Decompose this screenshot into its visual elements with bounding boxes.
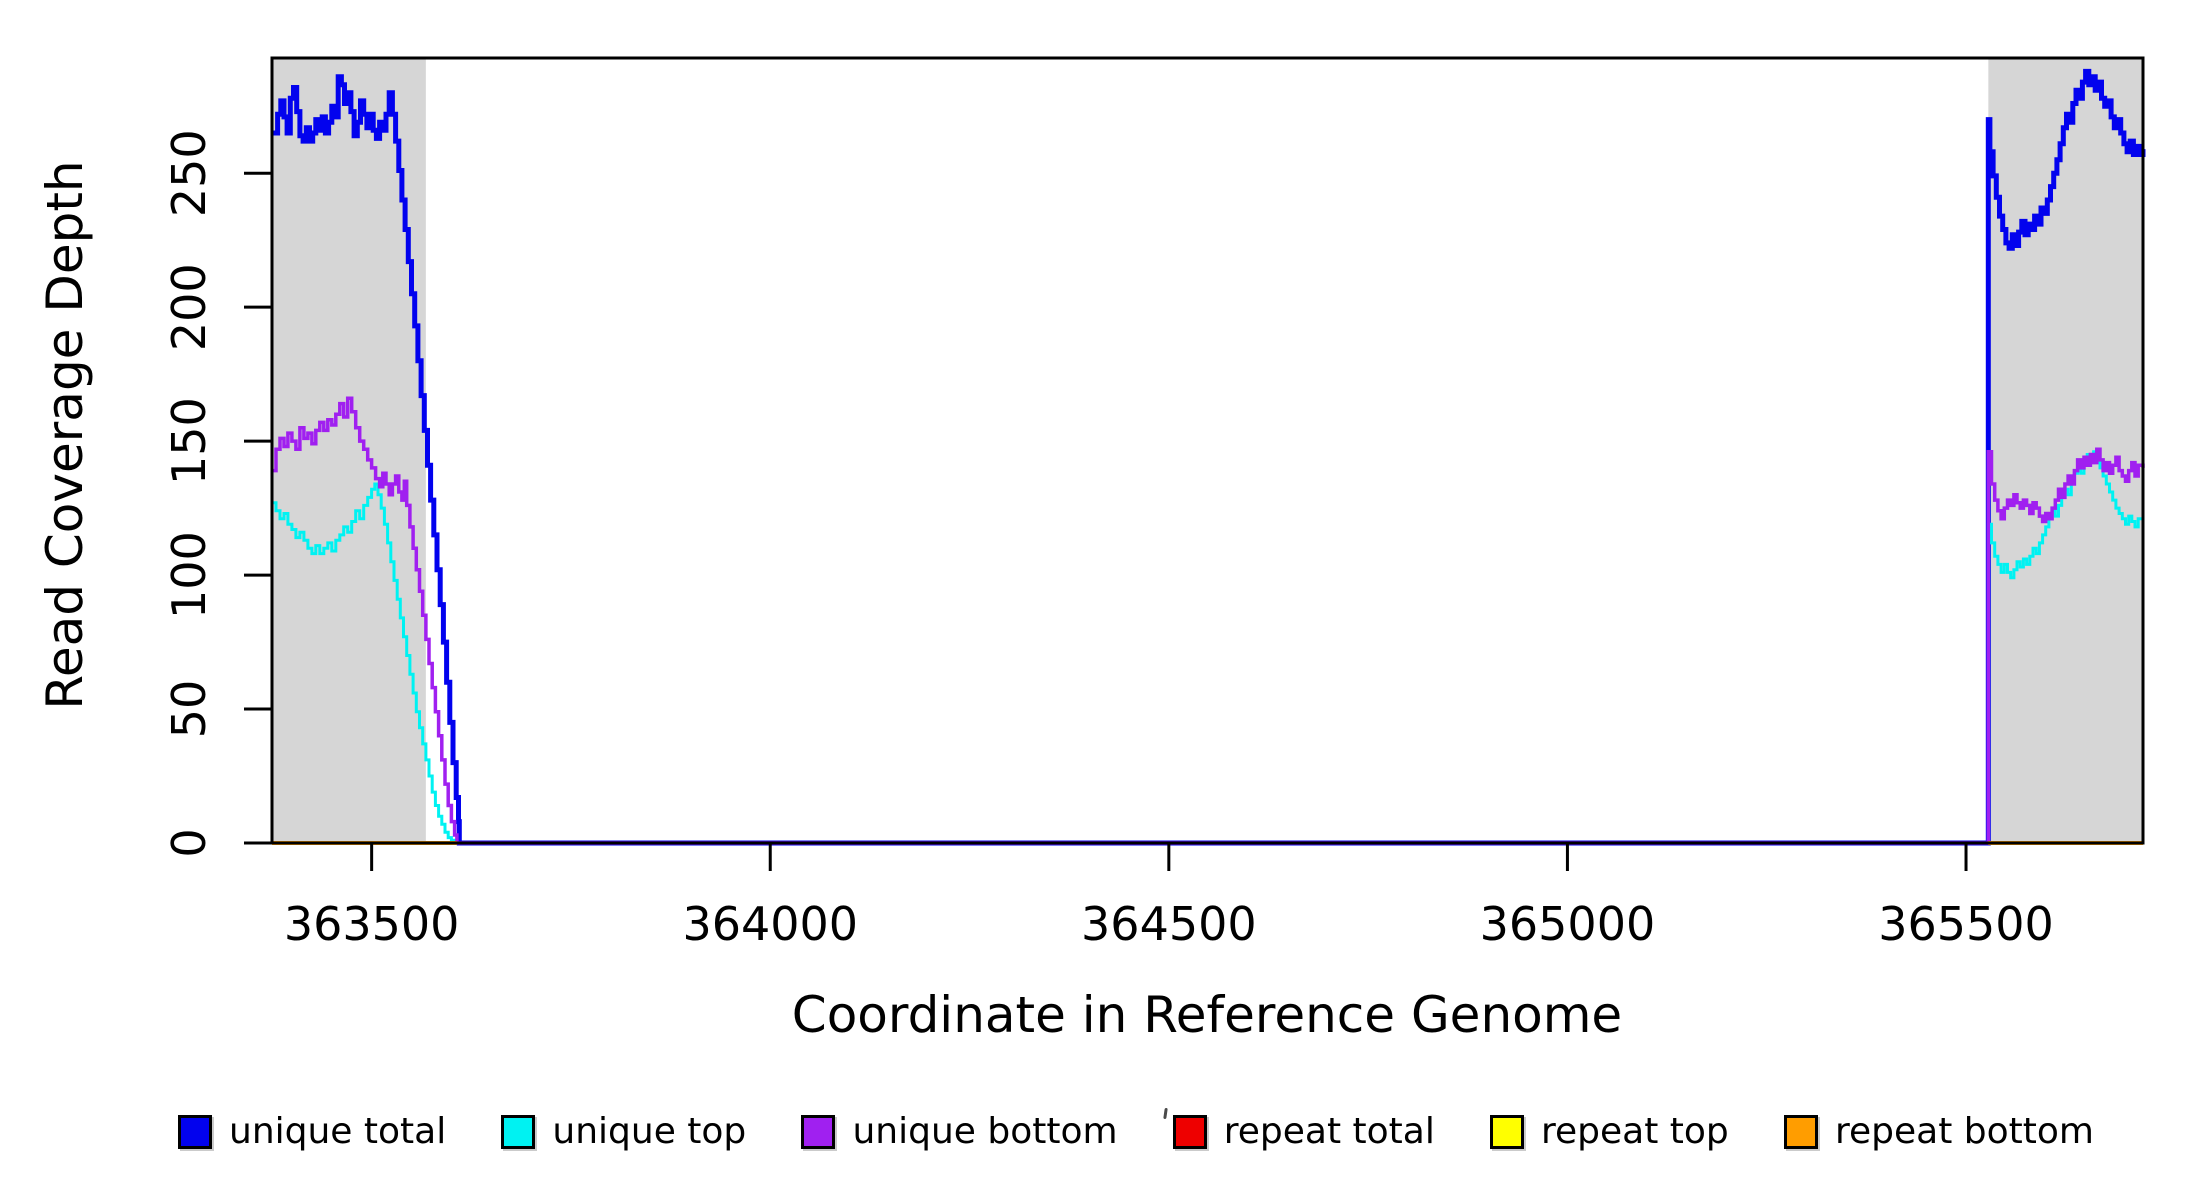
legend: unique total unique top unique bottom repea… xyxy=(178,1104,2094,1160)
legend-item-unique-bottom: unique bottom xyxy=(801,1111,1118,1152)
x-tick-label: 365000 xyxy=(1480,897,1656,951)
x-axis-title: Coordinate in Reference Genome xyxy=(792,986,1622,1044)
series-lines xyxy=(272,68,2146,846)
legend-label: unique total xyxy=(229,1111,447,1152)
legend-swatch-repeat-total xyxy=(1172,1115,1207,1149)
x-tick-label: 364500 xyxy=(1081,897,1257,951)
y-tick-label: 50 xyxy=(162,680,216,739)
y-axis-title: Read Coverage Depth xyxy=(36,160,94,709)
x-tick-label: 365500 xyxy=(1878,897,2054,951)
legend-item-unique-total: unique total xyxy=(178,1114,446,1150)
legend-label: repeat top xyxy=(1541,1111,1729,1152)
axes: 363500 364000 364500 365000 365500 0 50 100 150 2… xyxy=(162,56,2145,951)
x-tick-label: 363500 xyxy=(284,897,460,951)
legend-swatch-repeat-top xyxy=(1490,1115,1525,1149)
legend-swatch-unique-total xyxy=(178,1115,212,1149)
legend-label: repeat bottom xyxy=(1834,1111,2094,1152)
legend-item-unique-top: unique top xyxy=(501,1114,746,1150)
legend-item-repeat-top: repeat top xyxy=(1490,1114,1729,1150)
legend-swatch-unique-bottom xyxy=(801,1115,836,1149)
legend-swatch-repeat-bottom xyxy=(1783,1115,1818,1149)
series-line-unique-top xyxy=(272,450,2145,845)
repeat-region-bands xyxy=(272,58,2143,843)
legend-item-repeat-total: repeat total xyxy=(1172,1111,1435,1152)
legend-label: unique bottom xyxy=(852,1111,1118,1152)
legend-label: repeat total xyxy=(1223,1111,1435,1152)
y-tick-label: 150 xyxy=(162,397,216,485)
x-tick-label: 364000 xyxy=(682,897,858,951)
legend-item-repeat-bottom: repeat bottom xyxy=(1783,1111,2094,1152)
series-line-unique-total xyxy=(272,68,2146,846)
y-tick-label: 200 xyxy=(162,263,216,351)
series-line-unique-bottom xyxy=(272,396,2145,845)
y-tick-label: 0 xyxy=(162,828,216,857)
legend-label: unique top xyxy=(552,1111,747,1152)
y-tick-label: 100 xyxy=(162,531,216,619)
repeat-region-right xyxy=(1988,58,2143,843)
legend-swatch-unique-top xyxy=(501,1115,536,1149)
plot-box xyxy=(270,56,2145,845)
y-tick-label: 250 xyxy=(162,129,216,217)
